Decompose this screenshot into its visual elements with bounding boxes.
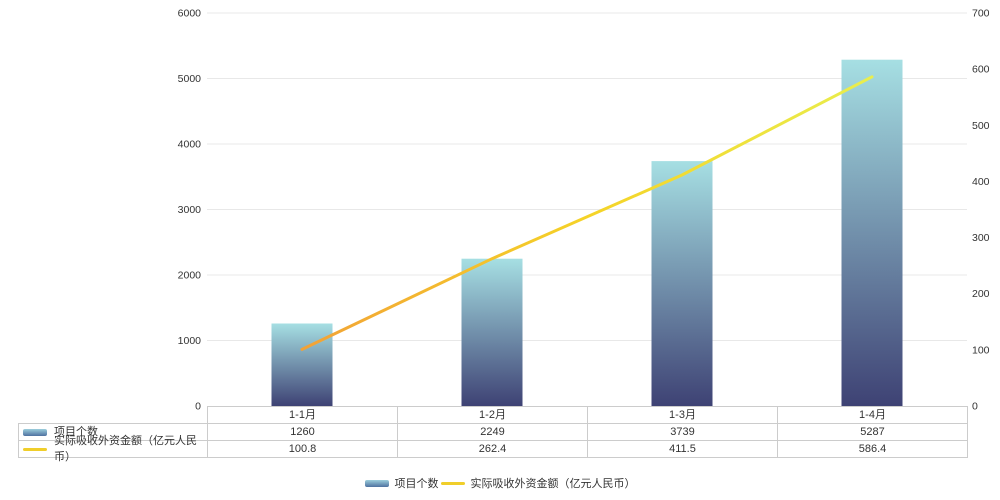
left-axis-tick: 5000 [178,73,202,85]
table-value-cell: 1260 [208,424,398,441]
bar-series-icon [364,479,389,487]
table-value-cell: 411.5 [588,441,778,458]
right-axis-tick: 700 [972,8,990,20]
left-axis-tick: 4000 [178,139,202,151]
bar-1-4月[interactable] [841,59,903,406]
right-axis-tick: 600 [972,64,990,76]
right-axis-tick: 100 [972,344,990,356]
table-value-cell: 3739 [588,424,778,441]
legend-item-label: 项目个数 [394,478,439,490]
legend-item-bar-series[interactable]: 项目个数 [364,475,439,491]
table-value-cell: 586.4 [778,441,968,458]
category-cell: 1-3月 [588,407,778,423]
category-cell: 1-4月 [778,407,968,423]
left-axis-tick: 6000 [178,8,202,20]
data-table: 项目个数 1260 2249 3739 5287 实际吸收外资金额（亿元人民币） 100.8… [18,423,968,463]
table-row-label: 实际吸收外资金额（亿元人民币） [19,435,208,463]
left-axis-tick: 2000 [178,270,202,282]
bar-1-1月[interactable] [271,323,333,407]
table-value-cell: 2249 [398,424,588,441]
series-name: 实际吸收外资金额（亿元人民币） [54,435,197,463]
table-row-label: 项目个数 [19,424,208,441]
line-series [300,75,874,351]
line-series-icon [440,481,465,485]
left-axis-tick-labels: 0 1000 2000 3000 4000 5000 6000 [178,8,202,413]
bar-1-2月[interactable] [461,258,523,406]
right-axis-tick: 500 [972,120,990,132]
chart-legend: 项目个数 实际吸收外资金额（亿元人民币） [0,475,1000,491]
right-axis-tick: 300 [972,232,990,244]
category-cell: 1-2月 [398,407,588,423]
line-series-icon [23,447,47,451]
line-实际吸收外资金额（亿元人民币）[interactable] [300,75,874,351]
right-axis-tick-labels: 0 100 200 300 400 500 600 700 [972,8,990,413]
chart-canvas: 0 1000 2000 3000 4000 5000 6000 0 100 200 300 400 5… [178,8,990,413]
legend-item-label: 实际吸收外资金额（亿元人民币） [470,478,636,490]
table-value-cell: 5287 [778,424,968,441]
right-axis-tick: 200 [972,288,990,300]
right-axis-tick: 400 [972,176,990,188]
gridlines [207,12,967,341]
bar-series-icon [23,428,47,436]
category-cell: 1-1月 [208,407,398,423]
left-axis-tick: 3000 [178,204,202,216]
table-value-cell: 100.8 [208,441,398,458]
category-row: 1-1月 1-2月 1-3月 1-4月 [207,406,968,423]
series-name: 项目个数 [54,426,98,438]
left-axis-tick: 1000 [178,335,202,347]
right-axis-tick: 0 [972,401,978,413]
legend-item-line-series[interactable]: 实际吸收外资金额（亿元人民币） [440,475,636,491]
bar-1-3月[interactable] [651,161,713,406]
table-value-cell: 262.4 [398,441,588,458]
bar-series [271,59,903,407]
left-axis-tick: 0 [195,401,201,413]
